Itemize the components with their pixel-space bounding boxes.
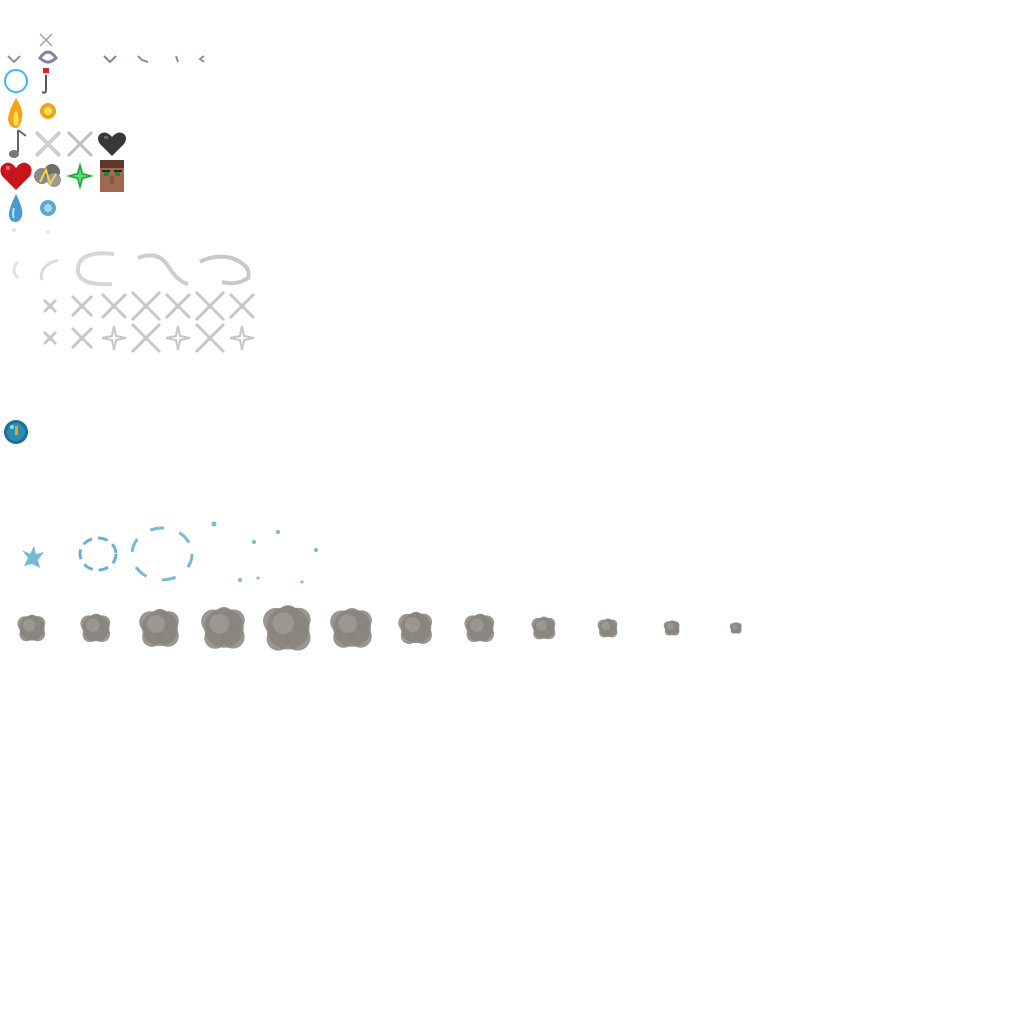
sparkle-icon — [162, 322, 194, 354]
smoke-puff-icon — [64, 596, 128, 660]
sparkle-icon — [34, 290, 66, 322]
water-drip-icon — [0, 192, 32, 224]
speck-icon — [0, 224, 32, 256]
smoke-puff-icon — [704, 596, 768, 660]
sparkle-icon — [226, 322, 258, 354]
sparkle-icon — [66, 290, 98, 322]
red-heart-icon — [0, 160, 32, 192]
sparkle-icon — [130, 322, 162, 354]
sparkle-icon — [98, 322, 130, 354]
sweep-arc-icon — [32, 256, 64, 288]
small-arrow-icon — [96, 32, 128, 64]
splash-dots-icon — [200, 516, 272, 588]
sweep-arc-icon — [64, 248, 128, 287]
nautilus-orb-icon — [0, 416, 32, 448]
flame-icon — [0, 96, 32, 128]
smoke-puff-icon — [640, 596, 704, 660]
angry-cloud-icon — [32, 160, 64, 192]
sparkle-icon — [34, 322, 66, 354]
sparkle-icon — [98, 290, 130, 322]
water-droplet-icon — [32, 192, 64, 224]
small-arrow-icon — [192, 32, 224, 64]
smoke-puff-icon — [512, 596, 576, 660]
smoke-puff-icon — [256, 596, 320, 660]
splash-burst-icon — [16, 540, 48, 572]
emerald-sparkle-icon — [64, 160, 96, 192]
smoke-puff-icon — [192, 596, 256, 660]
sparkle-icon — [130, 290, 162, 322]
splash-ring-icon — [64, 524, 128, 588]
fishing-hook-icon — [32, 64, 64, 96]
small-arrow-icon — [0, 32, 32, 64]
crit-star-icon — [64, 128, 96, 160]
lava-spark-icon — [32, 96, 64, 128]
smoke-puff-icon — [448, 596, 512, 660]
splash-ring-icon — [128, 520, 200, 592]
splash-drop-icon — [32, 32, 64, 64]
dark-heart-icon — [96, 128, 128, 160]
smoke-puff-icon — [128, 596, 192, 660]
sparkle-icon — [66, 322, 98, 354]
splash-dots-icon — [264, 524, 336, 596]
bubble-ring-icon — [0, 64, 32, 96]
sparkle-icon — [162, 290, 194, 322]
sweep-arc-icon — [192, 248, 256, 286]
small-arrow-icon — [160, 32, 192, 64]
smoke-puff-icon — [0, 596, 64, 660]
angry-villager-icon — [96, 160, 128, 192]
sweep-arc-icon — [0, 256, 32, 288]
crit-star-icon — [32, 128, 64, 160]
smoke-puff-icon — [576, 596, 640, 660]
sparkle-icon — [226, 290, 258, 322]
sweep-arc-icon — [128, 248, 192, 286]
small-arrow-icon — [128, 32, 160, 64]
smoke-puff-icon — [384, 596, 448, 660]
music-note-icon — [0, 128, 32, 160]
sparkle-icon — [194, 290, 226, 322]
sparkle-icon — [194, 322, 226, 354]
speck-icon — [32, 224, 64, 256]
smoke-puff-icon — [320, 596, 384, 660]
